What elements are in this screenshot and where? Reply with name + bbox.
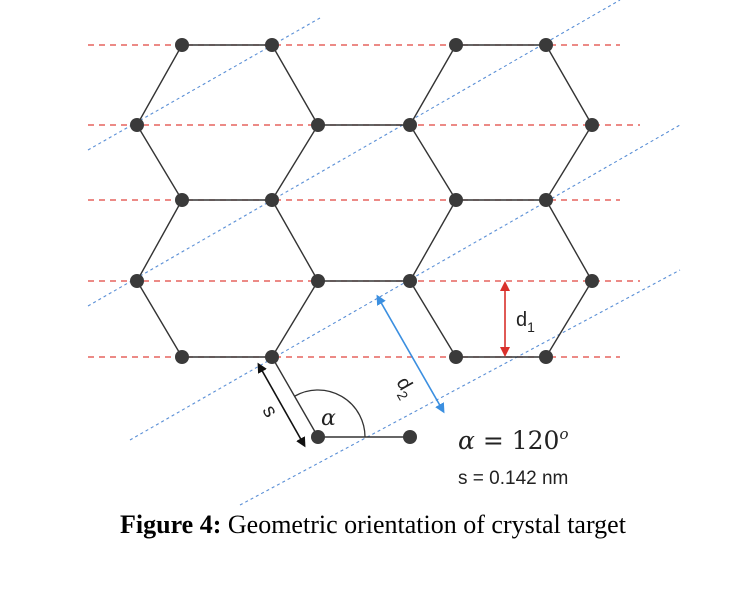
atom — [403, 430, 417, 444]
atom — [311, 274, 325, 288]
d2-label: d2 — [388, 374, 420, 404]
s-label: s — [258, 402, 282, 422]
d2-arrow — [376, 294, 445, 414]
atom — [130, 118, 144, 132]
atom — [311, 430, 325, 444]
diagonal-planes — [87, 0, 681, 506]
atom — [585, 118, 599, 132]
atom — [265, 38, 279, 52]
d1-label: d1 — [516, 309, 535, 335]
diagonal-plane — [129, 124, 681, 441]
figure-caption-label: Figure 4: — [120, 510, 222, 539]
s-arrow — [257, 362, 306, 448]
diagonal-plane — [87, 17, 321, 151]
diagonal-plane — [239, 269, 681, 506]
atom — [585, 274, 599, 288]
atom — [130, 274, 144, 288]
atom — [265, 350, 279, 364]
bond-length-label: s = 0.142 nm — [458, 468, 568, 489]
atom — [449, 193, 463, 207]
atom — [311, 118, 325, 132]
alpha-label: α — [321, 406, 336, 431]
atom — [175, 38, 189, 52]
lattice-atoms — [130, 38, 599, 444]
lattice-bonds — [136, 44, 593, 438]
atom — [403, 118, 417, 132]
atom — [449, 350, 463, 364]
atom — [403, 274, 417, 288]
diagonal-plane — [87, 0, 621, 307]
atom — [539, 350, 553, 364]
alpha-angle-arc — [294, 389, 366, 438]
atom — [265, 193, 279, 207]
horizontal-planes — [88, 44, 640, 358]
atom — [175, 350, 189, 364]
atom — [449, 38, 463, 52]
figure-caption-text: Geometric orientation of crystal target — [221, 510, 626, 539]
atom — [175, 193, 189, 207]
atom — [539, 193, 553, 207]
angle-equation: α = 120o — [458, 425, 568, 455]
atom — [539, 38, 553, 52]
figure-caption: Figure 4: Geometric orientation of cryst… — [0, 510, 746, 540]
